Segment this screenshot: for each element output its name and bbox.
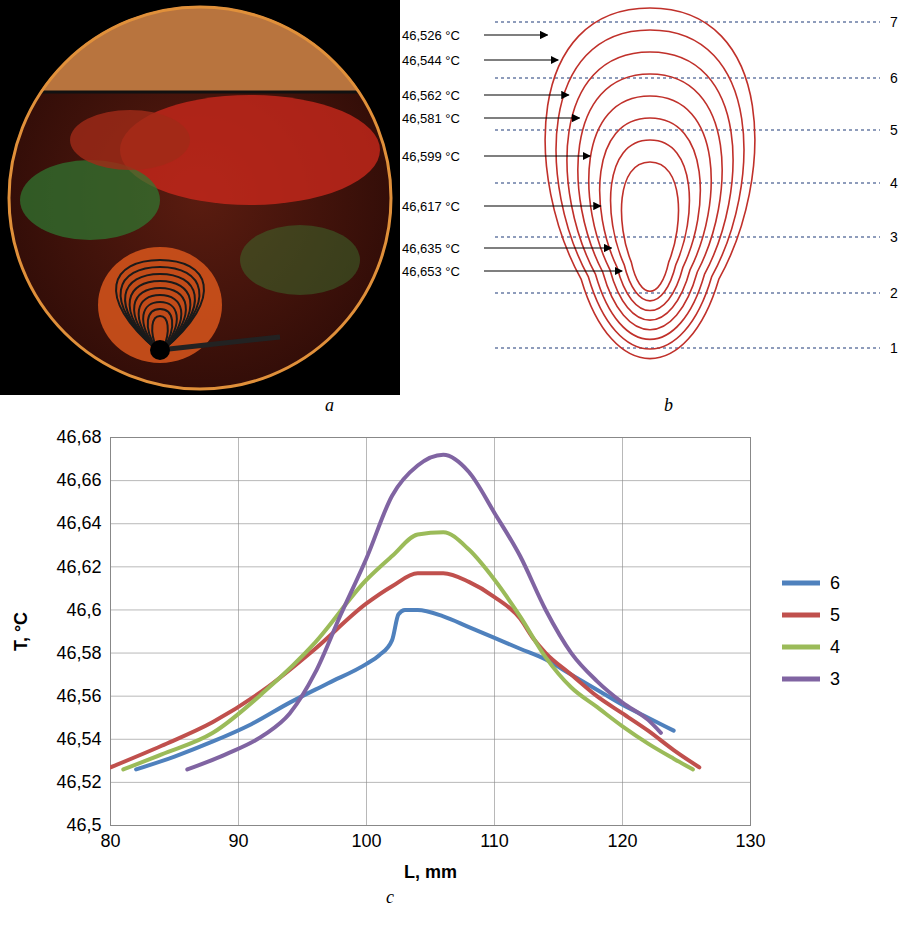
svg-text:46,56: 46,56 (56, 686, 101, 706)
html-text:b: b (664, 395, 673, 415)
html-text:6: 6 (830, 572, 840, 593)
svg-text:130: 130 (735, 831, 765, 851)
svg-text:6: 6 (890, 70, 898, 86)
svg-text:46,617 °C: 46,617 °C (402, 199, 460, 214)
svg-text:7: 7 (890, 14, 898, 30)
svg-text:3: 3 (890, 229, 898, 245)
svg-text:46,635 °C: 46,635 °C (402, 241, 460, 256)
svg-text:T, °C: T, °C (11, 612, 31, 651)
svg-text:46,581 °C: 46,581 °C (402, 111, 460, 126)
html-text:3: 3 (830, 668, 840, 689)
svg-text:120: 120 (607, 831, 637, 851)
svg-text:46,66: 46,66 (56, 470, 101, 490)
svg-text:46,52: 46,52 (56, 772, 101, 792)
svg-text:5: 5 (890, 122, 898, 138)
svg-text:80: 80 (100, 831, 120, 851)
svg-text:110: 110 (480, 831, 509, 851)
svg-text:46,58: 46,58 (56, 643, 101, 663)
svg-text:46,5: 46,5 (66, 815, 101, 835)
svg-text:2: 2 (890, 285, 898, 301)
html-text:c: c (386, 887, 394, 907)
svg-text:46,562 °C: 46,562 °C (402, 88, 460, 103)
svg-text:46,599 °C: 46,599 °C (402, 149, 460, 164)
svg-text:4: 4 (890, 175, 898, 191)
svg-text:46,62: 46,62 (56, 557, 101, 577)
svg-text:46,6: 46,6 (66, 600, 101, 620)
html-text:4: 4 (830, 636, 840, 657)
svg-text:90: 90 (228, 831, 248, 851)
svg-text:46,526 °C: 46,526 °C (402, 28, 460, 43)
svg-text:1: 1 (890, 340, 898, 356)
svg-text:46,54: 46,54 (56, 729, 101, 749)
svg-text:46,68: 46,68 (56, 427, 101, 447)
svg-text:46,653 °C: 46,653 °C (402, 264, 460, 279)
html-text:5: 5 (830, 604, 840, 625)
svg-text:46,544 °C: 46,544 °C (402, 53, 460, 68)
svg-text:100: 100 (351, 831, 381, 851)
svg-text:46,64: 46,64 (56, 513, 101, 533)
svg-text:L, mm: L, mm (404, 862, 457, 882)
html-text:a: a (325, 395, 334, 415)
